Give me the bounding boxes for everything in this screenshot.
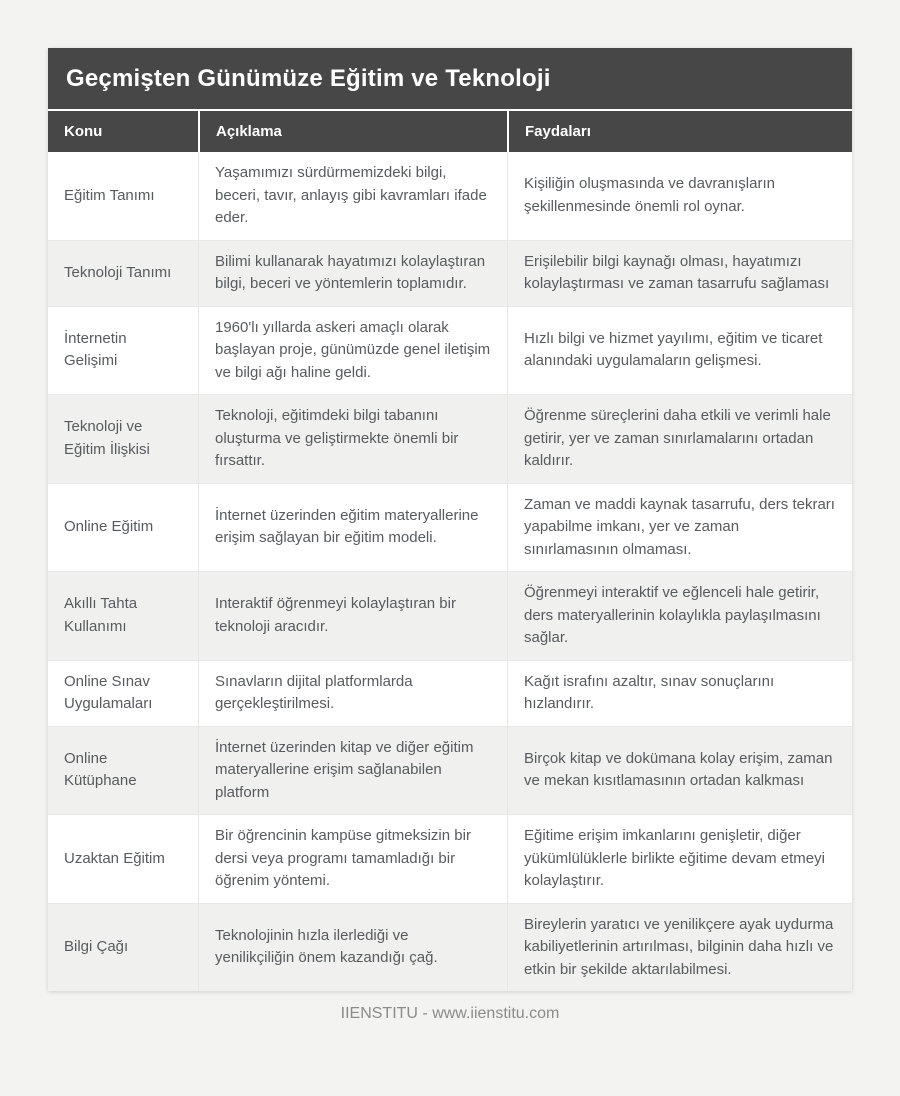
- benefits-cell: Öğrenme süreçlerini daha etkili ve verim…: [507, 395, 852, 483]
- topic-cell: Teknoloji Tanımı: [64, 263, 172, 281]
- description-cell: İnternet üzerinden kitap ve diğer eğitim…: [198, 726, 507, 814]
- description-cell: İnternet üzerinden eğitim materyallerine…: [198, 483, 507, 571]
- table-row: Teknoloji Tanımı Bilimi kullanarak hayatı…: [48, 239, 852, 306]
- description-cell: Teknoloji, eğitimdeki bilgi tabanını olu…: [198, 395, 507, 483]
- benefits-cell: Bireylerin yaratıcı ve yenilikçere ayak …: [507, 903, 852, 991]
- footer-credit: IIENSTITU - www.iienstitu.com: [340, 1005, 560, 1022]
- table-row: Akıllı Tahta Kullanımı Interaktif öğrenme…: [48, 571, 852, 660]
- topic-cell: Bilgi Çağı: [64, 938, 129, 955]
- topic-cell: Uzaktan Eğitim: [64, 849, 165, 867]
- description-cell: Teknolojinin hızla ilerlediği ve yenilik…: [198, 903, 507, 991]
- description-cell: 1960'lı yıllarda askeri amaçlı olarak ba…: [198, 306, 507, 394]
- content-card: Geçmişten Günümüze Eğitim ve Teknoloji K…: [48, 48, 852, 991]
- table-row: Eğitim Tanımı Yaşamımızı sürdürmemizdeki …: [48, 152, 852, 240]
- column-header-aciklama: Açıklama: [198, 111, 507, 152]
- topic-cell: Eğitim Tanımı: [64, 186, 155, 204]
- topic-cell: Online Eğitim: [64, 518, 154, 535]
- table-row: Online Eğitim İnternet üzerinden eğitim m…: [48, 482, 852, 571]
- description-cell: Sınavların dijital platformlarda gerçekl…: [198, 660, 507, 726]
- description-cell: Yaşamımızı sürdürmemizdeki bilgi, beceri…: [198, 152, 507, 240]
- table-row: Bilgi Çağı Teknolojinin hızla ilerlediği …: [48, 902, 852, 991]
- table-row: İnternetin Gelişimi 1960'lı yıllarda aske…: [48, 305, 852, 394]
- table-row: Online Kütüphane İnternet üzerinden kitap…: [48, 725, 852, 814]
- topic-cell: Teknoloji ve Eğitim İlişkisi: [64, 418, 150, 458]
- benefits-cell: Hızlı bilgi ve hizmet yayılımı, eğitim v…: [507, 306, 852, 394]
- column-header-konu: Konu: [64, 123, 103, 140]
- description-cell: Interaktif öğrenmeyi kolaylaştıran bir t…: [198, 572, 507, 660]
- topic-cell: Online Sınav Uygulamaları: [64, 672, 153, 713]
- benefits-cell: Kişiliğin oluşmasında ve davranışların ş…: [507, 152, 852, 240]
- benefits-cell: Birçok kitap ve dokümana kolay erişim, z…: [507, 726, 852, 814]
- description-cell: Bilimi kullanarak hayatımızı kolaylaştır…: [198, 240, 507, 306]
- benefits-cell: Eğitime erişim imkanlarını genişletir, d…: [507, 815, 852, 903]
- column-header-faydalari: Faydaları: [507, 111, 852, 152]
- benefits-cell: Zaman ve maddi kaynak tasarrufu, ders te…: [507, 483, 852, 571]
- table-row: Teknoloji ve Eğitim İlişkisi Teknoloji, e…: [48, 394, 852, 483]
- description-cell: Bir öğrencinin kampüse gitmeksizin bir d…: [198, 815, 507, 903]
- topic-cell: Online Kütüphane: [64, 749, 137, 790]
- topic-cell: Akıllı Tahta Kullanımı: [64, 595, 138, 635]
- benefits-cell: Erişilebilir bilgi kaynağı olması, hayat…: [507, 240, 852, 306]
- table-row: Uzaktan Eğitim Bir öğrencinin kampüse git…: [48, 814, 852, 903]
- table-body: Eğitim Tanımı Yaşamımızı sürdürmemizdeki …: [48, 152, 852, 991]
- benefits-cell: Kağıt israfını azaltır, sınav sonuçların…: [507, 660, 852, 726]
- table-header-row: Konu Açıklama Faydaları: [48, 111, 852, 152]
- benefits-cell: Öğrenmeyi interaktif ve eğlenceli hale g…: [507, 572, 852, 660]
- page-title: Geçmişten Günümüze Eğitim ve Teknoloji: [48, 48, 852, 111]
- table-row: Online Sınav Uygulamaları Sınavların diji…: [48, 659, 852, 726]
- topic-cell: İnternetin Gelişimi: [64, 329, 127, 370]
